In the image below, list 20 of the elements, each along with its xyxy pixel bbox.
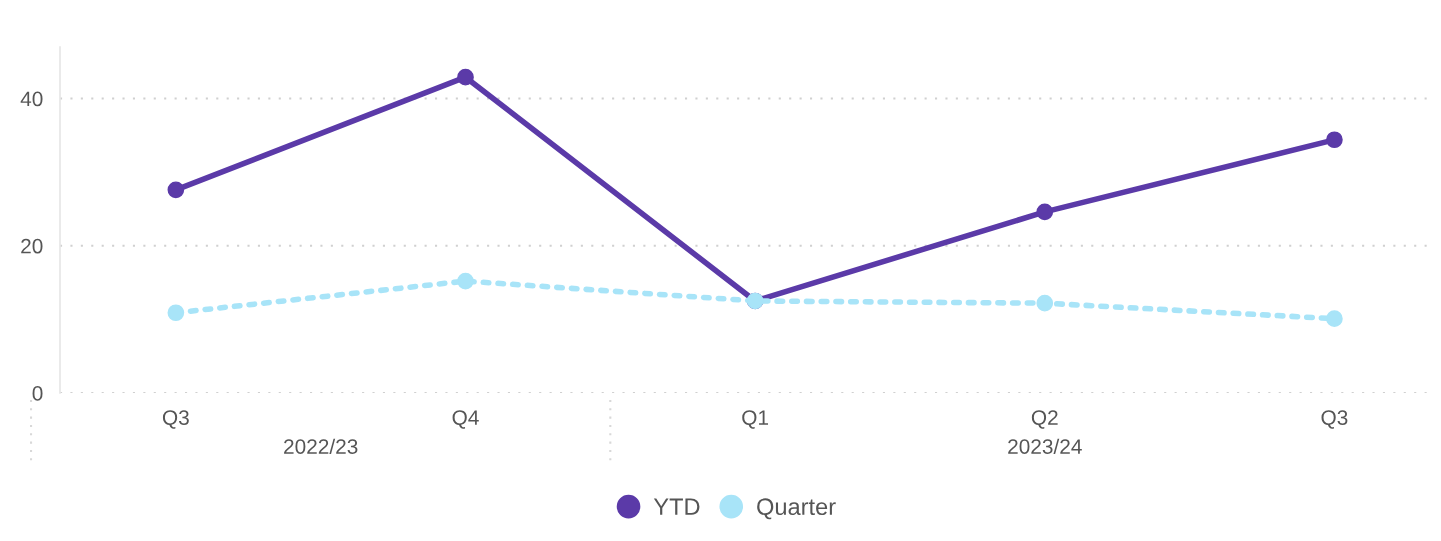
point <box>457 272 474 290</box>
y-tick-label: 0 <box>32 386 43 401</box>
x-tick-label: Q1 <box>742 410 769 429</box>
x-tick-label: Q3 <box>1321 410 1348 429</box>
point <box>167 304 185 322</box>
y-tick-label: 20 <box>21 238 43 254</box>
point <box>1326 131 1343 149</box>
point <box>167 181 185 199</box>
x-tick-label: Q2 <box>1031 410 1058 429</box>
y-tick-label: 40 <box>20 91 43 107</box>
legend-label: Quarter <box>757 498 836 520</box>
point <box>457 68 474 86</box>
point <box>1036 294 1054 312</box>
legend-label: YTD <box>653 498 700 515</box>
x-tick-label: Q3 <box>162 410 189 429</box>
point <box>1036 203 1054 221</box>
point <box>1326 310 1343 327</box>
text: 2022/23 <box>284 438 358 454</box>
x-tick-label: Q4 <box>452 410 479 429</box>
text: 2023/24 <box>1008 438 1082 454</box>
